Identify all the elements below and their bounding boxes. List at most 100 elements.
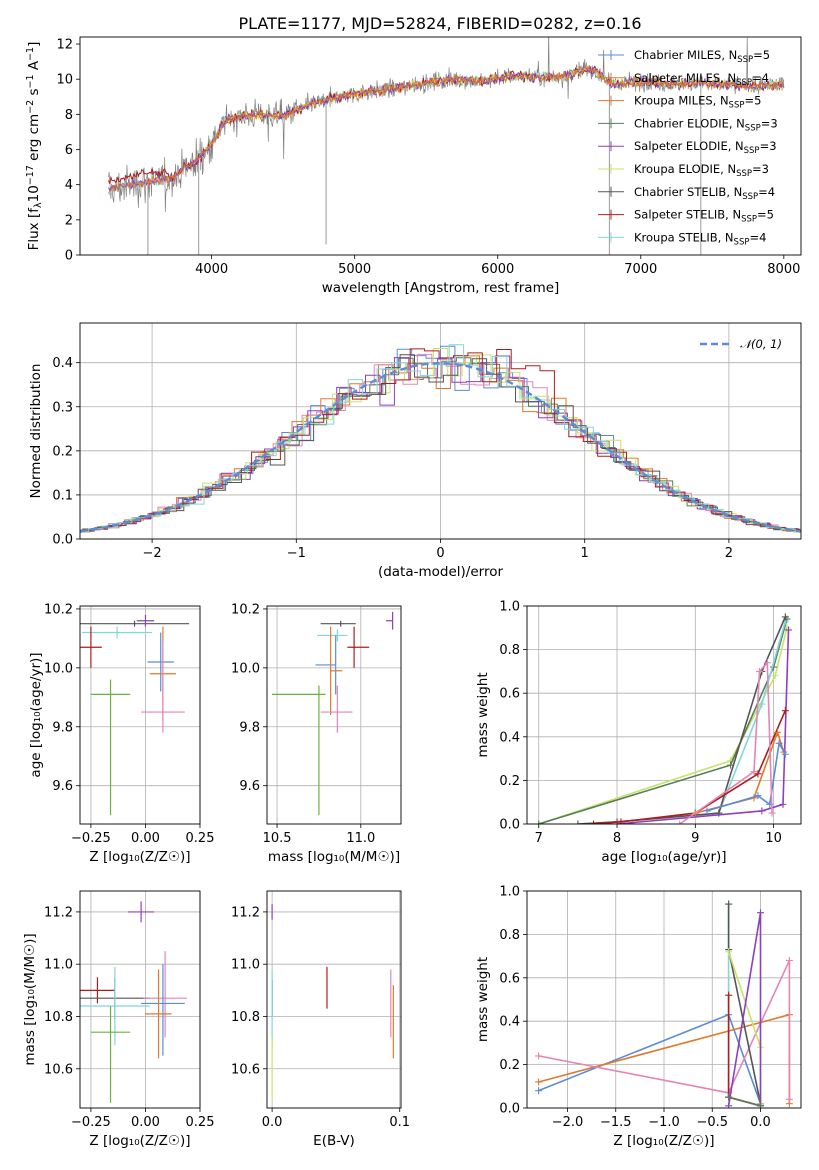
age_vs_Z-ylabel: age [log₁₀(age/yr)] [28,652,44,777]
cum_weight_vs_age-marker [779,800,787,808]
panel-cum_weight_vs_age: 7 8 9 10 0.0 0.2 0.4 0.6 0.8 1.0 age [log₁₀(age/yr… [475,600,802,865]
mass_vs_Z-ytick-label: 10.6 [44,1062,73,1077]
cum_weight_vs_age-marker [750,768,758,776]
mass_vs_ebv-xlabel: E(B-V) [313,1133,355,1149]
age_vs_Z-errorbar-salpeter_elodie [136,614,155,627]
legend-entry-chabrier_elodie: Chabrier ELODIE, NSSP=3 [634,116,778,133]
age_vs_Z-ytick-label: 9.8 [52,720,73,735]
residuals-ytick-label: 0.1 [52,488,73,503]
spectrum-xtick-label: 5000 [338,262,371,277]
age_vs_mass-grid [267,606,401,824]
cum_weight_vs_age-marker [771,672,779,680]
cum_weight_vs_Z-marker [725,1093,733,1101]
cum_weight_vs_Z-marker [785,956,793,964]
cum_weight_vs_age-line-kroupa_elodie [538,627,788,824]
age_vs_Z-errorbar-salpeter_stelib [80,626,102,668]
age_vs_mass-errorbar-kroupa_stelib [317,629,348,642]
mass_vs_Z-errorbar-chabrier_miles [141,964,185,1056]
spectrum-model-line-kroupa_miles [108,64,784,194]
spectrum-xtick-label: 4000 [195,262,228,277]
normal-reference-curve [80,361,801,533]
spectrum-axes: 4000 5000 6000 7000 8000 0 2 4 6 8 10 12 wavelength … [25,36,802,296]
age_vs_Z-errorbar-olive [90,679,131,816]
age_vs_Z-errorbar-chabrier_miles [147,632,174,692]
spectrum-ytick-label: 12 [56,38,73,53]
panel-cum_weight_vs_Z: −2.0 −1.5 −1.0 −0.5 0.0 0.0 0.2 0.4 0.6 0.8 1.0 Z [… [475,885,802,1149]
cum_weight_vs_Z-marker [725,991,733,999]
figure-title: PLATE=1177, MJD=52824, FIBERID=0282, z=0… [238,14,641,33]
panel-age_vs_mass: 10.5 11.0 9.6 9.8 10.0 10.2 mass [log₁₀(M/M☉)] [231,602,402,865]
cum_weight_vs_Z-marker [756,1102,764,1108]
mass_vs_Z-errorbar-salpeter_stelib [80,977,115,1004]
residuals-frame [79,322,802,540]
age_vs_Z-ytick-label: 10.0 [44,661,73,676]
cum_weight_vs_age-xtick-label: 7 [535,831,543,846]
age_vs_mass-ytick-label: 10.0 [231,661,260,676]
cum_weight_vs_age-marker [768,809,776,817]
cum_weight_vs_Z-marker [725,900,733,908]
spectrum-ylabel: Flux [fλ10−17 erg cm−2 s−1 A−1] [25,42,44,251]
residuals-xlabel: (data-model)/error [378,564,504,580]
cum_weight_vs_age-marker [617,818,625,824]
mass_vs_ebv-xtick-label: 0.1 [389,1115,410,1130]
cum_weight_vs_age-frame [526,605,802,825]
mass_vs_Z-errorbar-salpeter_elodie [128,901,155,923]
spectrum-xtick-label: 7000 [624,262,657,277]
mass_vs_Z-plot-area [80,901,187,1103]
cum_weight_vs_age-marker [676,820,684,824]
cum_weight_vs_age-marker [763,659,771,667]
panel-age_vs_Z: −0.25 0.00 0.25 9.6 9.8 10.0 10.2 Z [log₁₀(Z/Z☉… [28,602,214,865]
age_vs_Z-frame [79,605,201,825]
mass_vs_Z-errorbar-pink [143,951,187,1038]
cum_weight_vs_Z-marker [535,1052,543,1060]
cum_weight_vs_Z-marker [535,1087,543,1095]
spectrum-model-line-kroupa_elodie [199,63,785,160]
mass_vs_Z-xtick-label: −0.25 [71,1115,111,1130]
residuals-plot-area [80,344,801,533]
cum_weight_vs_age-marker [574,820,582,824]
cum_weight_vs_age-marker [774,728,782,736]
cum_weight_vs_Z-axes: −2.0 −1.5 −1.0 −0.5 0.0 0.0 0.2 0.4 0.6 0.8 1.0 Z [… [475,885,802,1149]
cum_weight_vs_age-marker [781,613,789,621]
mass_vs_Z-errorbar-salpeter_miles [145,969,172,1059]
legend-entry-salpeter_elodie: Salpeter ELODIE, NSSP=3 [634,139,777,156]
spectrum-ytick-label: 6 [65,143,73,158]
residuals-ytick-label: 0.4 [52,356,73,371]
mass_vs_Z-ytick-label: 10.8 [44,1010,73,1025]
cum_weight_vs_Z-marker [725,948,733,956]
age_vs_Z-xtick-label: 0.00 [131,831,160,846]
age_vs_Z-errorbar-kroupa_stelib [82,626,152,639]
mass_vs_Z-xtick-label: 0.25 [186,1115,215,1130]
cum_weight_vs_age-marker [784,626,792,634]
residuals-ytick-label: 0.0 [52,533,73,548]
residuals-xtick-label: 0 [436,546,444,561]
age_vs_mass-xlabel: mass [log₁₀(M/M☉)] [268,849,400,865]
residuals-axes: −2 −1 0 1 2 0.0 0.1 0.2 0.3 0.4 (data-model)/error… [28,322,802,580]
age_vs_Z-xtick-label: 0.25 [186,831,215,846]
residuals-xtick-label: −1 [287,546,306,561]
cum_weight_vs_Z-ytick-label: 0.8 [499,928,520,943]
spectrum-plot-area [108,37,785,255]
age_vs_Z-xtick-label: −0.25 [71,831,111,846]
mass_vs_ebv-ytick-label: 11.0 [231,958,260,973]
age_vs_Z-plot-area [80,614,190,816]
cum_weight_vs_age-line-chabrier_stelib [577,616,787,824]
mass_vs_Z-xlabel: Z [log₁₀(Z/Z☉)] [89,1133,190,1149]
cum_weight_vs_age-line-pink [679,660,773,824]
cum_weight_vs_age-xtick-label: 8 [613,831,621,846]
spectrum-ytick-label: 10 [56,73,73,88]
panel-mass_vs_ebv: 0.0 0.1 10.6 10.8 11.0 11.2 E(B-V) [231,890,410,1149]
cum_weight_vs_Z-line-chabrier_miles [538,1013,762,1104]
age_vs_mass-errorbar-salpeter_elodie [385,611,394,630]
age_vs_mass-xtick-label: 11.0 [346,831,375,846]
panel-residuals: −2 −1 0 1 2 0.0 0.1 0.2 0.3 0.4 (data-model)/error… [28,322,802,580]
cum_weight_vs_age-marker [775,739,783,747]
spectrum-ytick-label: 8 [65,108,73,123]
spectrum-ytick-label: 2 [65,213,73,228]
age_vs_mass-errorbar-salpeter_miles [330,626,343,715]
legend-entry-kroupa_miles: Kroupa MILES, NSSP=5 [634,94,761,111]
cum_weight_vs_age-marker [703,807,711,815]
cum_weight_vs_age-plot-area [535,613,792,824]
age_vs_Z-ytick-label: 10.2 [44,602,73,617]
